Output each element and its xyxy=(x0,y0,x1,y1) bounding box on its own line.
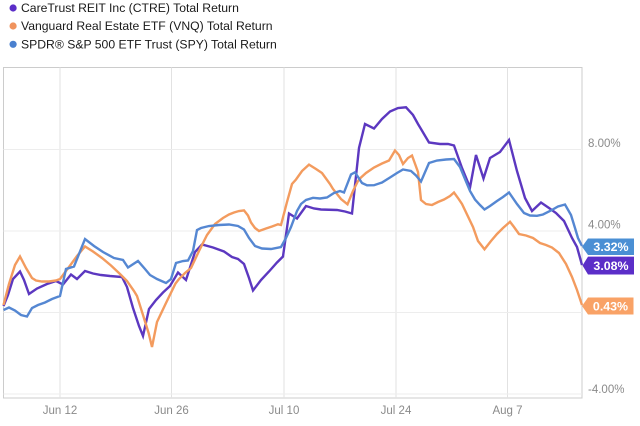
svg-text:-4.00%: -4.00% xyxy=(588,384,624,396)
svg-text:Jun 26: Jun 26 xyxy=(154,405,189,417)
svg-text:Jul 24: Jul 24 xyxy=(381,405,412,417)
svg-text:CareTrust REIT Inc (CTRE) Tota: CareTrust REIT Inc (CTRE) Total Return xyxy=(21,1,239,15)
svg-text:0.43%: 0.43% xyxy=(593,300,628,314)
svg-text:4.00%: 4.00% xyxy=(588,220,621,232)
svg-text:Jun 12: Jun 12 xyxy=(43,405,78,417)
svg-text:Vanguard Real Estate ETF (VNQ): Vanguard Real Estate ETF (VNQ) Total Ret… xyxy=(21,19,273,33)
svg-text:Jul 10: Jul 10 xyxy=(269,405,300,417)
svg-text:8.00%: 8.00% xyxy=(588,138,621,150)
svg-text:SPDR® S&P 500 ETF Trust (SPY): SPDR® S&P 500 ETF Trust (SPY) Total Retu… xyxy=(21,38,277,52)
svg-text:3.08%: 3.08% xyxy=(593,259,628,273)
svg-text:3.32%: 3.32% xyxy=(593,240,628,254)
svg-text:Aug 7: Aug 7 xyxy=(492,405,522,417)
